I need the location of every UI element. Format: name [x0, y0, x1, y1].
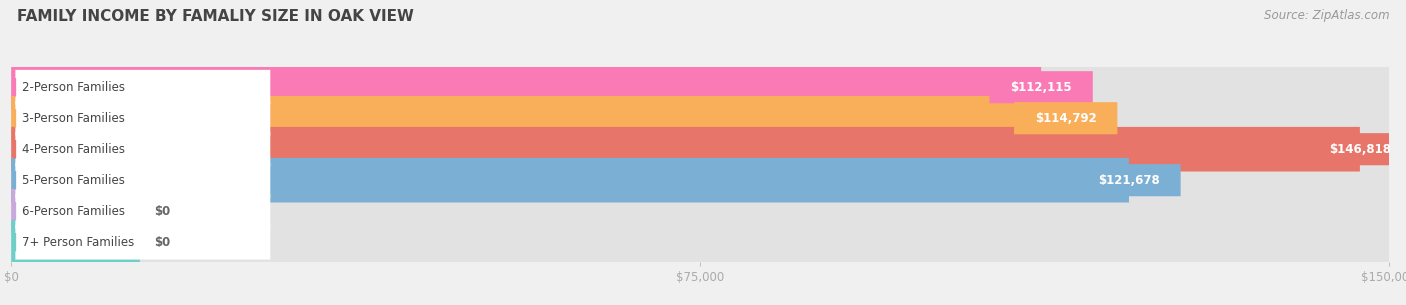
FancyBboxPatch shape [11, 65, 1389, 109]
FancyBboxPatch shape [15, 194, 270, 228]
FancyBboxPatch shape [11, 189, 1389, 234]
FancyBboxPatch shape [11, 220, 1389, 264]
FancyBboxPatch shape [11, 189, 139, 234]
FancyBboxPatch shape [11, 65, 1040, 109]
FancyBboxPatch shape [990, 71, 1092, 103]
FancyBboxPatch shape [11, 127, 1389, 171]
FancyBboxPatch shape [15, 101, 270, 136]
FancyBboxPatch shape [11, 158, 1389, 203]
Text: $0: $0 [153, 205, 170, 218]
Text: Source: ZipAtlas.com: Source: ZipAtlas.com [1264, 9, 1389, 22]
FancyBboxPatch shape [15, 70, 270, 105]
FancyBboxPatch shape [11, 158, 1129, 203]
FancyBboxPatch shape [1014, 102, 1118, 134]
Text: $112,115: $112,115 [1011, 81, 1071, 94]
Text: $114,792: $114,792 [1035, 112, 1097, 125]
Text: 7+ Person Families: 7+ Person Families [22, 236, 135, 249]
FancyBboxPatch shape [11, 127, 1360, 171]
Text: 4-Person Families: 4-Person Families [22, 143, 125, 156]
FancyBboxPatch shape [15, 132, 270, 167]
FancyBboxPatch shape [11, 96, 1389, 141]
FancyBboxPatch shape [1308, 133, 1406, 165]
Text: 3-Person Families: 3-Person Families [22, 112, 125, 125]
Text: $121,678: $121,678 [1098, 174, 1160, 187]
Text: 6-Person Families: 6-Person Families [22, 205, 125, 218]
Text: FAMILY INCOME BY FAMALIY SIZE IN OAK VIEW: FAMILY INCOME BY FAMALIY SIZE IN OAK VIE… [17, 9, 413, 24]
Text: 5-Person Families: 5-Person Families [22, 174, 125, 187]
FancyBboxPatch shape [15, 163, 270, 198]
FancyBboxPatch shape [1077, 164, 1181, 196]
FancyBboxPatch shape [15, 225, 270, 260]
FancyBboxPatch shape [11, 96, 1066, 141]
FancyBboxPatch shape [11, 220, 139, 264]
Text: $146,818: $146,818 [1329, 143, 1391, 156]
Text: $0: $0 [153, 236, 170, 249]
Text: 2-Person Families: 2-Person Families [22, 81, 125, 94]
